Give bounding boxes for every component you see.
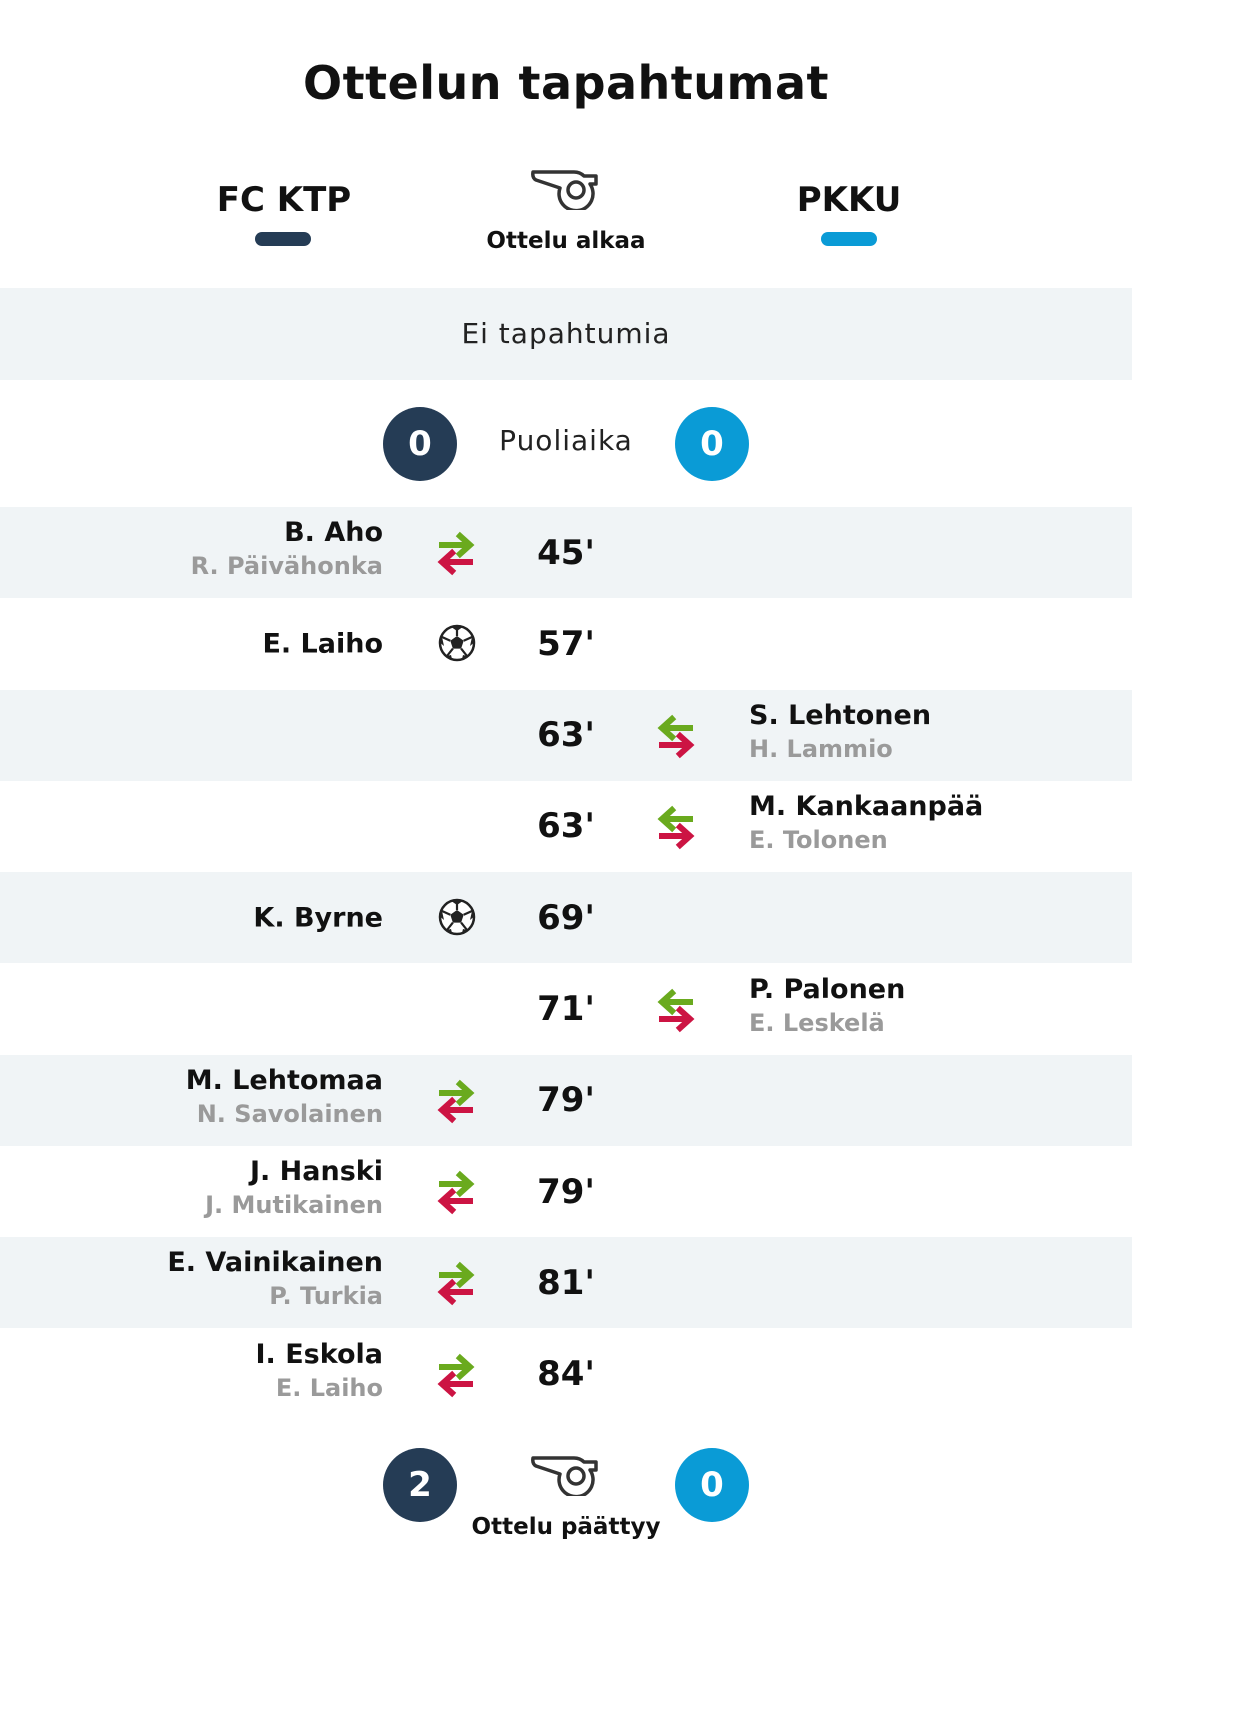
home-event-players: I. Eskola E. Laiho [256,1339,383,1402]
substitution-icon [657,714,695,758]
player-in: E. Vainikainen [167,1247,383,1279]
kickoff-block: Ottelu alkaa [416,166,716,254]
substitution-event-row: 79' J. Hanski J. Mutikainen [0,1146,1132,1237]
substitution-event-row: 63' S. Lehtonen H. Lammio [0,689,1132,781]
halftime-label: Puoliaika [499,424,633,457]
goal-scorer: E. Laiho [262,628,383,660]
fulltime-home-score: 2 [383,1448,457,1522]
away-team-color-bar [821,232,877,246]
halftime-home-score: 0 [383,407,457,481]
player-out: E. Tolonen [749,825,888,854]
substitution-icon [657,805,695,850]
whistle-icon [531,170,598,210]
player-out: R. Päivähonka [190,552,383,580]
substitution-event-row: 84' I. Eskola E. Laiho [0,1329,1132,1420]
player-in: I. Eskola [255,1338,383,1370]
event-minute: 81' [537,1262,595,1303]
player-in: S. Lehtonen [749,699,932,731]
substitution-icon [437,1353,475,1397]
soccer-ball-icon [438,625,476,662]
event-minute: 71' [537,989,595,1029]
player-out: H. Lammio [749,734,893,763]
event-minute: 63' [537,806,595,847]
substitution-icon-wrapper [648,986,704,1038]
event-minute: 63' [537,715,595,756]
event-minute: 45' [537,532,595,573]
away-event-players: M. Kankaanpää E. Tolonen [749,791,983,854]
event-minute: 69' [537,897,595,938]
first-half-band [0,288,1132,380]
substitution-icon [437,1262,475,1306]
substitution-icon-wrapper [428,529,484,581]
player-in: P. Palonen [749,973,906,1005]
player-out: E. Laiho [275,1373,383,1402]
event-minute: 84' [537,1354,595,1395]
no-events-message: Ei tapahtumia [461,317,671,350]
event-minute: 79' [537,1080,595,1121]
player-in: M. Kankaanpää [749,790,984,822]
page-title: Ottelun tapahtumat [302,56,829,110]
goal-icon-wrapper [437,623,477,667]
player-in: B. Aho [284,517,383,548]
player-out: P. Turkia [269,1282,383,1311]
fulltime-block: Ottelu päättyy [416,1452,716,1540]
kickoff-label: Ottelu alkaa [486,228,646,254]
substitution-icon [437,1079,475,1124]
home-team-name: FC KTP [216,180,352,220]
substitution-icon-wrapper [428,1168,484,1220]
halftime-away-score: 0 [675,407,749,481]
home-event-players: J. Hanski J. Mutikainen [205,1156,383,1219]
substitution-icon-wrapper [648,712,704,764]
home-team-color-bar [255,232,311,246]
substitution-icon-wrapper [428,1351,484,1403]
event-minute: 57' [537,623,595,664]
substitution-icon [657,988,695,1032]
substitution-icon [437,1170,475,1215]
player-out: E. Leskelä [749,1008,885,1037]
fulltime-away-score: 0 [675,1448,749,1522]
substitution-event-row: 63' M. Kankaanpää E. Tolonen [0,781,1132,872]
goal-event-row: 69' K. Byrne [0,872,1132,964]
substitution-event-row: 71' P. Palonen E. Leskelä [0,964,1132,1055]
player-out: N. Savolainen [196,1099,383,1128]
substitution-icon [437,531,475,576]
home-event-players: K. Byrne [253,902,383,933]
substitution-event-row: 79' M. Lehtomaa N. Savolainen [0,1054,1132,1146]
player-in: J. Hanski [249,1156,383,1188]
soccer-ball-icon [438,898,476,936]
away-event-players: P. Palonen E. Leskelä [749,974,905,1037]
home-event-players: E. Laiho [262,628,383,659]
substitution-icon-wrapper [648,803,704,855]
whistle-icon [531,1456,598,1496]
substitution-event-row: 45' B. Aho R. Päivähonka [0,507,1132,598]
away-event-players: S. Lehtonen H. Lammio [749,700,931,763]
substitution-icon-wrapper [428,1077,484,1129]
home-event-players: B. Aho R. Päivähonka [191,517,383,580]
home-event-players: M. Lehtomaa N. Savolainen [186,1065,383,1128]
player-out: J. Mutikainen [205,1191,383,1220]
event-minute: 79' [537,1171,595,1212]
goal-icon-wrapper [437,897,477,941]
fulltime-label: Ottelu päättyy [471,1514,661,1540]
home-event-players: E. Vainikainen P. Turkia [167,1247,383,1310]
away-team-name: PKKU [796,180,902,220]
goal-event-row: 57' E. Laiho [0,598,1132,689]
player-in: M. Lehtomaa [185,1064,383,1096]
substitution-icon-wrapper [428,1259,484,1311]
substitution-event-row: 81' E. Vainikainen P. Turkia [0,1237,1132,1329]
goal-scorer: K. Byrne [253,902,383,934]
